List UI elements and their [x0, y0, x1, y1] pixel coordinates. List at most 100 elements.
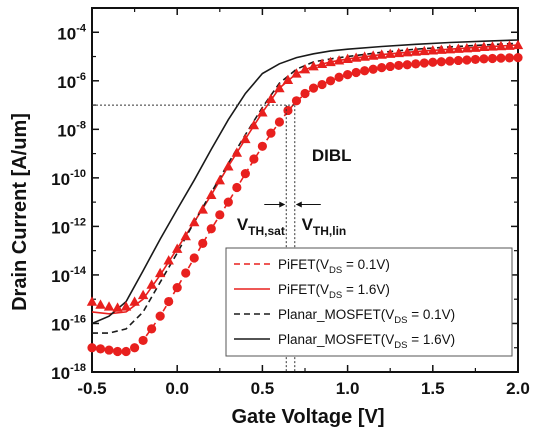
legend-entry-label: PiFET(VDS = 0.1V) [278, 257, 390, 276]
pifet-vds01-circle-marker [453, 55, 463, 66]
pifet-vds01-circle-marker [95, 344, 106, 354]
pifet-vds01-circle-marker [198, 238, 208, 248]
pifet-vds01-circle-marker [351, 67, 361, 78]
pifet-vds01-circle-marker [325, 76, 336, 86]
pifet-vds01-circle-marker [266, 128, 276, 138]
x-tick-label: 0.0 [165, 379, 189, 398]
x-axis-title: Gate Voltage [V] [232, 406, 385, 428]
pifet-vds01-circle-marker [385, 61, 395, 72]
pifet-vds16-triangle-marker [206, 189, 217, 199]
pifet-vds16-triangle-marker [325, 56, 336, 67]
pifet-vds01-circle-marker [189, 253, 199, 263]
pifet-vds16-triangle-marker [95, 299, 106, 309]
y-tick-label: 10-18 [51, 362, 86, 383]
pifet-vds16-triangle-marker [495, 40, 507, 51]
planar-vds16-line [91, 39, 519, 325]
pifet-vds01-circle-marker [317, 79, 327, 90]
pifet-vds16-triangle-marker [427, 45, 438, 55]
pifet-vds16-triangle-marker [393, 47, 404, 58]
pifet-vds01-circle-marker [121, 346, 131, 357]
y-tick-label: 10-4 [57, 22, 87, 43]
pifet-vds16-triangle-marker [231, 147, 243, 157]
x-tick-label: 0.5 [251, 379, 275, 398]
pifet-vds16-triangle-marker [103, 301, 115, 311]
legend-entry-label: Planar_MOSFET(VDS = 0.1V) [278, 307, 455, 326]
pifet-vds01-circle-marker [496, 53, 506, 63]
pifet-vds16-triangle-marker [316, 58, 328, 68]
pifet-vds01-circle-marker [164, 296, 174, 307]
pifet-vds01-circle-marker [257, 141, 267, 151]
pifet-vds01-circle-marker [112, 346, 123, 357]
y-tick-label: 10-14 [51, 265, 87, 286]
tick-label-group: -0.5 0.0 0.5 1.0 1.5 2.0 10-18 10-16 10-14 10-12 1… [51, 22, 530, 398]
pifet-vds16-triangle-marker [223, 161, 234, 171]
pifet-vds16-triangle-marker [240, 133, 251, 144]
y-tick-label: 10-6 [57, 71, 86, 92]
vth-sat-arrowhead [279, 201, 286, 208]
pifet-vds16-triangle-marker [461, 43, 473, 53]
vth-lin-label: VTH,lin [302, 215, 347, 238]
legend-entry-label: PiFET(VDS = 1.6V) [278, 282, 390, 301]
pifet-vds16-triangle-marker [197, 204, 208, 214]
pifet-vds16-triangle-marker [402, 47, 413, 57]
pifet-vds01-circle-marker [130, 343, 140, 353]
pifet-vds16-triangle-marker [172, 243, 183, 253]
pifet-vds16-triangle-marker [180, 230, 191, 241]
pifet-vds16-triangle-marker [333, 55, 345, 65]
pifet-vds01-circle-marker [411, 59, 421, 69]
legend-box [225, 247, 513, 357]
pifet-vds01-circle-marker [172, 283, 182, 293]
pifet-vds16-triangle-marker [410, 46, 421, 56]
pifet-vds16-triangle-marker [189, 216, 200, 227]
pifet-vds01-circle-marker [428, 57, 438, 67]
pifet-vds16-triangle-marker [487, 41, 498, 51]
pifet-vds01-circle-marker [479, 54, 489, 64]
pifet-vds16-triangle-marker [112, 302, 123, 312]
pifet-vds01-circle-marker [360, 66, 370, 76]
pifet-vds16-triangle-marker [214, 175, 225, 185]
pifet-vds01-circle-marker [206, 224, 216, 234]
pifet-vds16-triangle-marker [478, 41, 490, 52]
pifet-vds01-circle-marker [249, 154, 259, 164]
pifet-vds16-triangle-marker [299, 64, 311, 74]
pifet-vds01-circle-marker [87, 343, 97, 353]
x-tick-label: 2.0 [506, 379, 530, 398]
pifet-vds01-circle-marker [445, 56, 455, 66]
pifet-vds16-triangle-marker [419, 45, 430, 56]
y-tick-label: 10-12 [51, 216, 86, 237]
pifet-vds01-circle-marker [504, 53, 515, 63]
pifet-vds16-triangle-marker [350, 52, 362, 62]
pifet-vds16-triangle-marker [163, 255, 174, 265]
pifet-vds01-circle-marker [308, 83, 319, 93]
x-tick-label: 1.0 [336, 379, 360, 398]
plot-frame-group [91, 7, 519, 373]
pifet-vds16-triangle-marker [154, 267, 166, 278]
pifet-vds16-triangle-marker [342, 53, 353, 64]
pifet-vds01-circle-marker [402, 60, 412, 70]
pifet-vds01-circle-marker [155, 311, 165, 321]
pifet-vds16-triangle-marker [129, 296, 140, 306]
pifet-vds16-triangle-marker [308, 60, 319, 71]
pifet-vds16-triangle-marker [367, 50, 379, 60]
annotation-group: DIBL VTH,sat VTH,lin [92, 104, 352, 372]
pifet-vds01-circle-marker [513, 53, 523, 63]
pifet-vds16-triangle-marker [274, 82, 285, 93]
x-tick-label: -0.5 [77, 379, 106, 398]
pifet-vds01-circle-marker [377, 62, 387, 73]
pifet-vds16-triangle-marker [436, 44, 447, 54]
vth-lin-arrowhead [295, 201, 302, 208]
pifet-vds16-triangle-marker [86, 296, 98, 306]
pifet-vds01-circle-marker [343, 70, 353, 80]
y-tick-label: 10-10 [51, 168, 86, 189]
dibl-label: DIBL [312, 146, 352, 165]
pifet-vds16-triangle-marker [359, 51, 370, 61]
pifet-vds01-circle-marker [147, 324, 157, 334]
y-tick-label: 10-16 [51, 313, 86, 334]
pifet-vds01-circle-marker [368, 64, 378, 74]
pifet-vds16-triangle-marker [248, 119, 260, 130]
pifet-vds01-circle-marker [291, 96, 302, 106]
legend-entry-label: Planar_MOSFET(VDS = 1.6V) [278, 332, 455, 351]
pifet-vds01-circle-marker [462, 55, 472, 65]
pifet-vds01-circle-marker [394, 60, 404, 71]
